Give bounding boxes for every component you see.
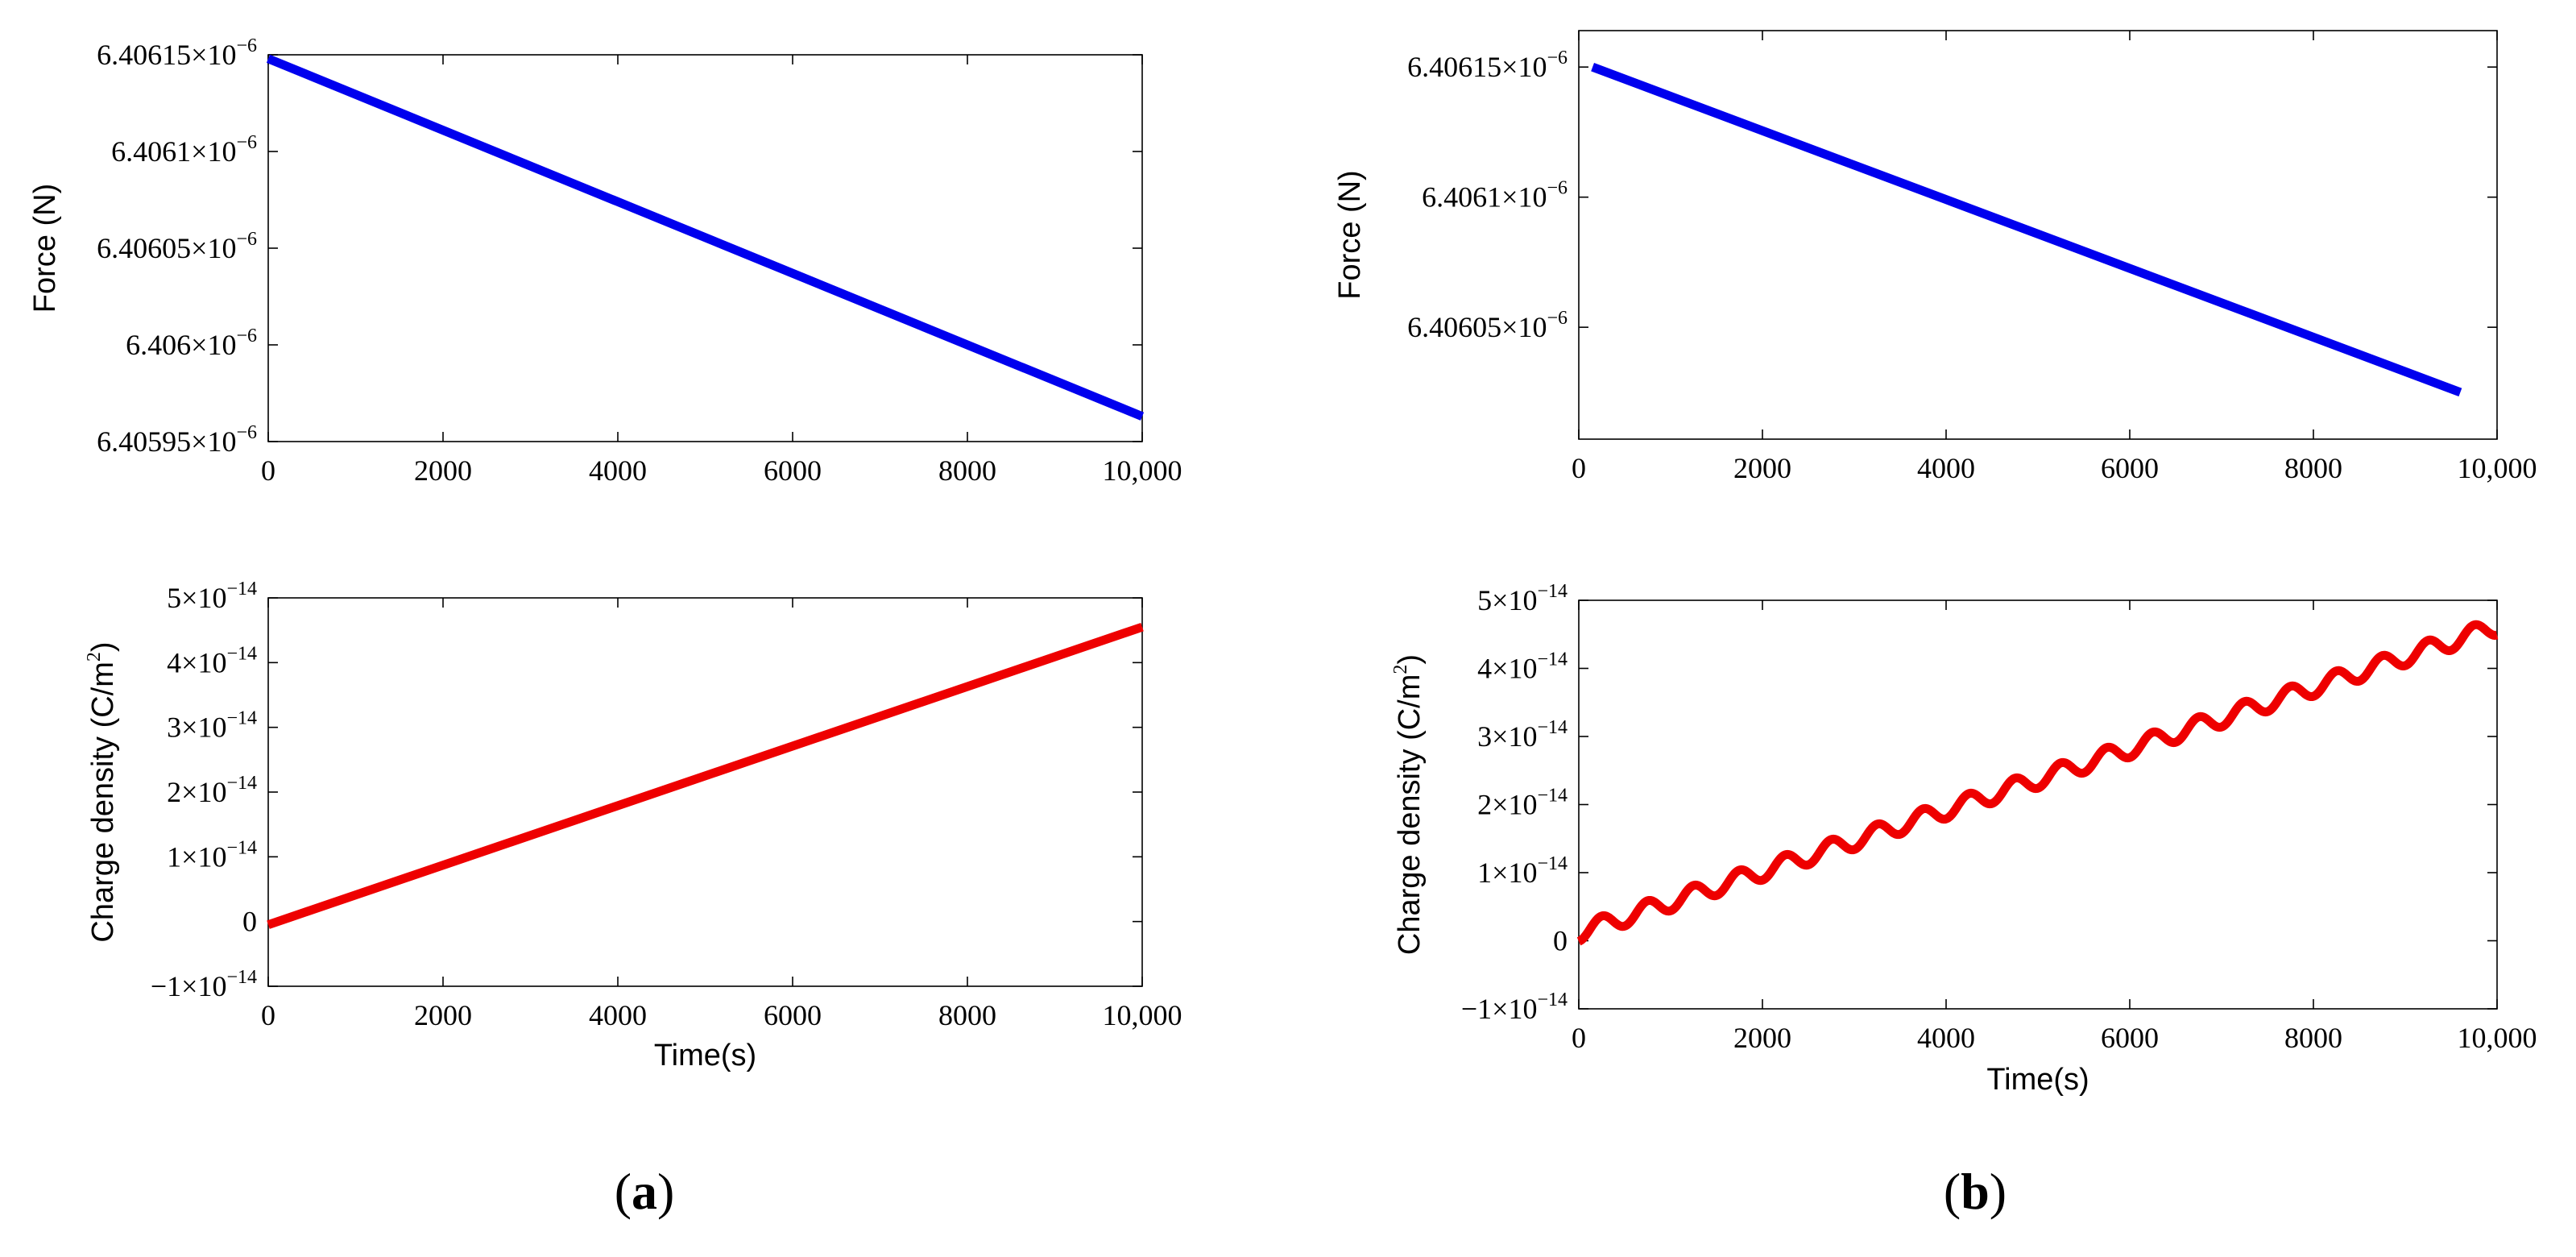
- x-tick-label: 4000: [1917, 452, 1975, 484]
- y-axis-label: Force (N): [28, 184, 62, 313]
- y-tick-label: −1×10−14: [151, 967, 257, 1002]
- y-tick-label: 6.4061×10−6: [1422, 178, 1568, 214]
- y-tick-label: 0: [1553, 925, 1568, 957]
- x-tick-label: 10,000: [2458, 1022, 2537, 1054]
- y-tick-label: 6.4061×10−6: [111, 132, 257, 168]
- x-tick-label: 2000: [414, 454, 472, 487]
- x-tick-label: 10,000: [2458, 452, 2537, 484]
- x-tick-label: 2000: [414, 999, 472, 1031]
- x-tick-label: 0: [261, 454, 275, 487]
- axes-frame: [1578, 599, 2498, 1010]
- plot-a-force: 0 2000 4000 6000 8000 10,000 6.40615×10−6 6.406…: [28, 35, 1182, 487]
- x-tick-label: 4000: [589, 454, 647, 487]
- y-tick-label: 1×10−14: [167, 837, 257, 873]
- x-tick-label: 8000: [938, 999, 996, 1031]
- y-axis-label: Charge density (C/m2): [1390, 654, 1427, 955]
- x-tick-label: 2000: [1733, 452, 1791, 484]
- panel-label-a: (a): [615, 1163, 675, 1220]
- y-tick-label: 2×10−14: [167, 773, 257, 808]
- panel-label-b: (b): [1944, 1163, 2007, 1220]
- x-tick-label: 8000: [2284, 1022, 2342, 1054]
- series-line-force: [1591, 63, 2462, 397]
- axes-frame: [267, 597, 1143, 987]
- x-tick-label: 6000: [764, 454, 822, 487]
- plot-b-force: 0 2000 4000 6000 8000 10,000 6.40615×10−6 6.406…: [1333, 30, 2537, 484]
- y-tick-label: 3×10−14: [167, 708, 257, 744]
- y-tick-label: 6.40595×10−6: [97, 422, 257, 458]
- y-tick-label: 3×10−14: [1477, 717, 1568, 753]
- series-line-charge-density: [1575, 620, 2501, 946]
- y-tick-label: 2×10−14: [1477, 786, 1568, 821]
- x-tick-label: 6000: [2101, 452, 2159, 484]
- y-tick-label: 6.40605×10−6: [97, 229, 257, 264]
- x-tick-label: 0: [1572, 452, 1586, 484]
- x-tick-label: 0: [1572, 1022, 1586, 1054]
- y-axis-label: Charge density (C/m2): [84, 641, 120, 942]
- y-tick-label: 6.40615×10−6: [1407, 48, 1568, 83]
- x-tick-label: 0: [261, 999, 275, 1031]
- x-tick-label: 2000: [1733, 1022, 1791, 1054]
- y-tick-label: 6.406×10−6: [126, 326, 257, 361]
- x-axis-label: Time(s): [1986, 1063, 2089, 1097]
- series-line-force: [266, 54, 1145, 421]
- axes-frame: [1578, 30, 2498, 440]
- plot-a-charge: 0 2000 4000 6000 8000 10,000 5×10−14 4×10−14 3×1…: [84, 579, 1182, 1072]
- x-tick-label: 4000: [589, 999, 647, 1031]
- x-tick-label: 6000: [764, 999, 822, 1031]
- y-tick-label: 6.40605×10−6: [1407, 308, 1568, 343]
- x-tick-label: 6000: [2101, 1022, 2159, 1054]
- x-tick-label: 4000: [1917, 1022, 1975, 1054]
- y-tick-label: 0: [242, 906, 257, 938]
- x-tick-label: 8000: [2284, 452, 2342, 484]
- y-tick-label: 6.40615×10−6: [97, 35, 257, 71]
- x-tick-label: 10,000: [1103, 454, 1182, 487]
- y-tick-label: 5×10−14: [1477, 581, 1568, 616]
- x-tick-label: 10,000: [1103, 999, 1182, 1031]
- series-line-charge-density: [267, 622, 1144, 929]
- y-tick-label: 4×10−14: [167, 643, 257, 678]
- y-axis-label: Force (N): [1333, 170, 1367, 299]
- x-tick-label: 8000: [938, 454, 996, 487]
- y-tick-label: −1×10−14: [1461, 989, 1568, 1025]
- y-tick-label: 4×10−14: [1477, 649, 1568, 685]
- y-tick-label: 1×10−14: [1477, 853, 1568, 889]
- x-axis-label: Time(s): [654, 1039, 756, 1072]
- plot-b-charge: 0 2000 4000 6000 8000 10,000 5×10−14 4×10−14 3×1…: [1390, 581, 2537, 1097]
- y-tick-label: 5×10−14: [167, 579, 257, 614]
